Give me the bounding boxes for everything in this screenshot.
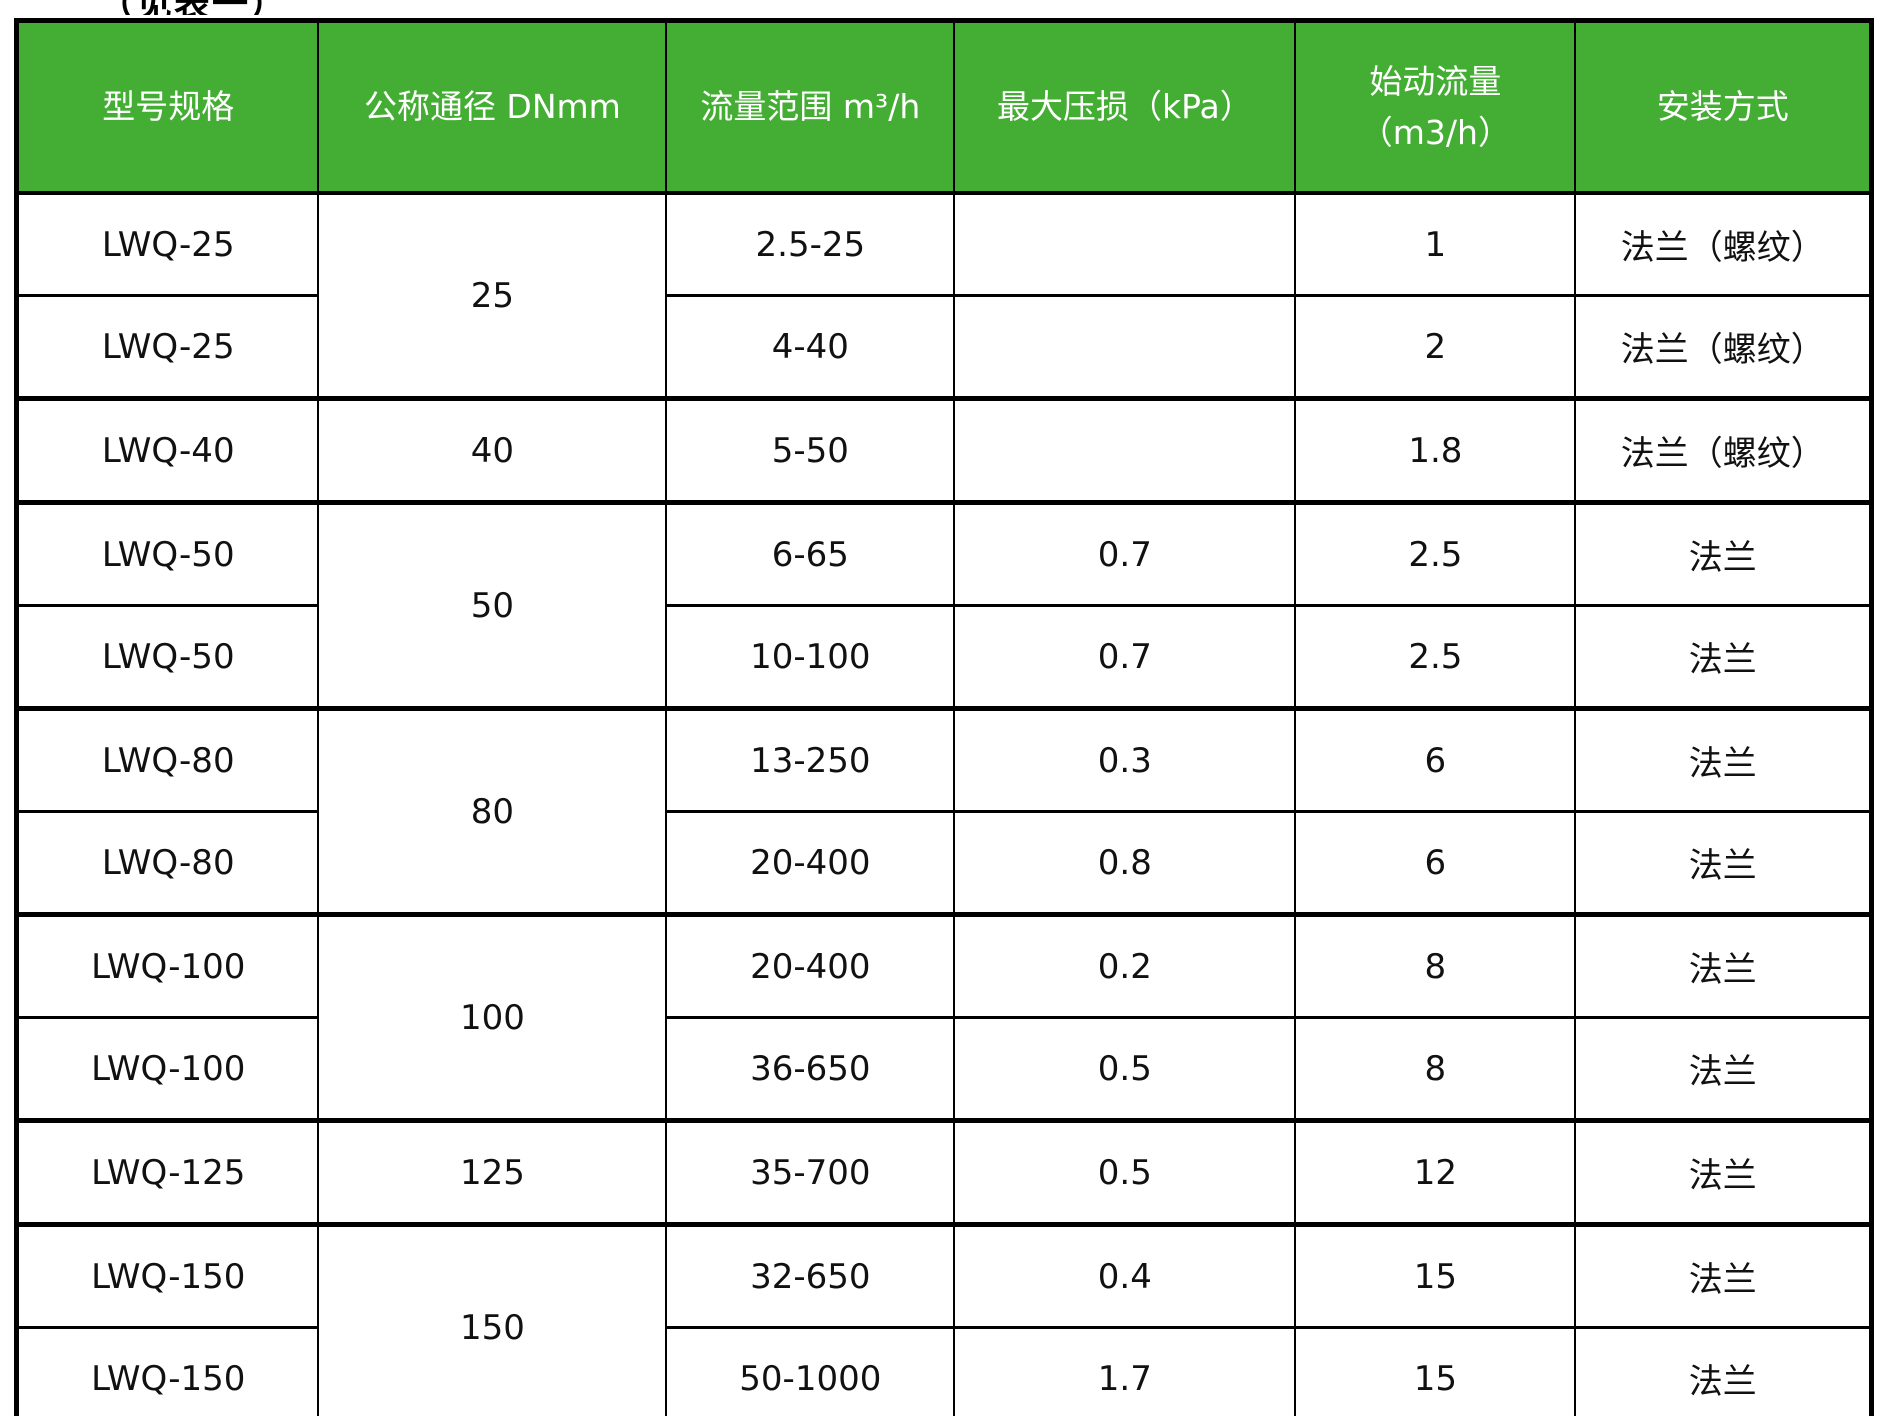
header-start-flow-line2: （m3/h） [1359, 113, 1511, 152]
cell-dn: 150 [317, 1222, 668, 1416]
cell-install: 法兰 [1574, 1016, 1873, 1122]
cell-install: 法兰 [1574, 1118, 1873, 1226]
cell-model: LWQ-100 [15, 1016, 320, 1122]
cell-start-flow: 8 [1294, 912, 1577, 1019]
cell-dn: 100 [317, 912, 668, 1122]
cell-dn: 50 [317, 500, 668, 710]
cell-install: 法兰 [1574, 912, 1873, 1019]
header-start-flow-line1: 始动流量 [1369, 61, 1502, 101]
cell-dn: 40 [317, 396, 668, 504]
table-row: LWQ-100 36-650 0.5 8 法兰 [15, 1016, 1873, 1122]
cell-pressure-loss [953, 294, 1297, 400]
table-row: LWQ-100 100 20-400 0.2 8 法兰 [15, 912, 1873, 1122]
cell-start-flow: 15 [1294, 1222, 1577, 1329]
cell-pressure-loss: 0.5 [953, 1016, 1297, 1122]
table-row: LWQ-50 50 6-65 0.7 2.5 法兰 [15, 500, 1873, 710]
cell-install: 法兰 [1574, 604, 1873, 710]
cell-install: 法兰 [1574, 810, 1873, 916]
cell-start-flow: 15 [1294, 1326, 1577, 1416]
table-row: LWQ-80 80 13-250 0.3 6 法兰 [15, 706, 1873, 916]
cell-model: LWQ-100 [15, 912, 320, 1019]
table-row: LWQ-25 4-40 2 法兰（螺纹） [15, 294, 1873, 400]
caption-above-table: （见表一） [98, 0, 578, 15]
cell-dn: 125 [317, 1118, 668, 1226]
table-row: LWQ-50 10-100 0.7 2.5 法兰 [15, 604, 1873, 710]
cell-install: 法兰（螺纹） [1574, 294, 1873, 400]
cell-dn: 80 [317, 706, 668, 916]
cell-pressure-loss: 0.7 [953, 500, 1297, 607]
cell-model: LWQ-150 [15, 1222, 320, 1329]
cell-flow-range: 36-650 [665, 1016, 956, 1122]
cell-pressure-loss: 0.7 [953, 604, 1297, 710]
cell-dn: 25 [317, 191, 668, 400]
cell-install: 法兰 [1574, 706, 1873, 813]
cell-model: LWQ-25 [15, 294, 320, 400]
cell-start-flow: 1 [1294, 191, 1577, 297]
cell-install: 法兰 [1574, 1326, 1873, 1416]
cell-start-flow: 6 [1294, 810, 1577, 916]
cell-model: LWQ-80 [15, 810, 320, 916]
table-row: LWQ-150 50-1000 1.7 15 法兰 [15, 1326, 1873, 1416]
cell-pressure-loss: 1.7 [953, 1326, 1297, 1416]
cell-flow-range: 10-100 [665, 604, 956, 710]
cell-flow-range: 35-700 [665, 1118, 956, 1226]
table-row: LWQ-80 20-400 0.8 6 法兰 [15, 810, 1873, 916]
cell-model: LWQ-50 [15, 500, 320, 607]
cell-pressure-loss: 0.5 [953, 1118, 1297, 1226]
header-dn: 公称通径 DNmm [317, 19, 668, 195]
cell-pressure-loss: 0.4 [953, 1222, 1297, 1329]
cell-flow-range: 5-50 [665, 396, 956, 504]
header-install: 安装方式 [1574, 19, 1873, 195]
cell-model: LWQ-125 [15, 1118, 320, 1226]
cell-model: LWQ-150 [15, 1326, 320, 1416]
cell-flow-range: 2.5-25 [665, 191, 956, 297]
cell-flow-range: 6-65 [665, 500, 956, 607]
cell-flow-range: 20-400 [665, 912, 956, 1019]
header-start-flow: 始动流量 （m3/h） [1294, 19, 1577, 195]
header-flow-range: 流量范围 m³/h [665, 19, 956, 195]
cell-start-flow: 2 [1294, 294, 1577, 400]
cell-install: 法兰（螺纹） [1574, 191, 1873, 297]
header-row: 型号规格 公称通径 DNmm 流量范围 m³/h 最大压损（kPa） 始动流量 … [15, 19, 1873, 195]
table-row: LWQ-25 25 2.5-25 1 法兰（螺纹） [15, 191, 1873, 400]
spec-table: 型号规格 公称通径 DNmm 流量范围 m³/h 最大压损（kPa） 始动流量 … [14, 18, 1874, 1416]
cell-start-flow: 2.5 [1294, 604, 1577, 710]
cell-pressure-loss: 0.3 [953, 706, 1297, 813]
cell-install: 法兰（螺纹） [1574, 396, 1873, 504]
cell-start-flow: 1.8 [1294, 396, 1577, 504]
cell-pressure-loss [953, 191, 1297, 297]
table-header: 型号规格 公称通径 DNmm 流量范围 m³/h 最大压损（kPa） 始动流量 … [15, 19, 1873, 195]
header-model: 型号规格 [15, 19, 320, 195]
cell-install: 法兰 [1574, 500, 1873, 607]
spec-table-container: 型号规格 公称通径 DNmm 流量范围 m³/h 最大压损（kPa） 始动流量 … [14, 18, 1874, 1416]
cell-model: LWQ-50 [15, 604, 320, 710]
table-body: LWQ-25 25 2.5-25 1 法兰（螺纹） LWQ-25 4-40 2 … [15, 191, 1873, 1416]
cell-start-flow: 8 [1294, 1016, 1577, 1122]
header-pressure-loss: 最大压损（kPa） [953, 19, 1297, 195]
cell-flow-range: 20-400 [665, 810, 956, 916]
cell-flow-range: 13-250 [665, 706, 956, 813]
cell-install: 法兰 [1574, 1222, 1873, 1329]
cell-pressure-loss: 0.2 [953, 912, 1297, 1019]
cell-model: LWQ-40 [15, 396, 320, 504]
table-row: LWQ-125 125 35-700 0.5 12 法兰 [15, 1118, 1873, 1226]
cell-start-flow: 2.5 [1294, 500, 1577, 607]
table-row: LWQ-150 150 32-650 0.4 15 法兰 [15, 1222, 1873, 1416]
caption-text: （见表一） [98, 0, 578, 15]
cell-model: LWQ-25 [15, 191, 320, 297]
cell-flow-range: 32-650 [665, 1222, 956, 1329]
cell-start-flow: 12 [1294, 1118, 1577, 1226]
cell-flow-range: 4-40 [665, 294, 956, 400]
table-row: LWQ-40 40 5-50 1.8 法兰（螺纹） [15, 396, 1873, 504]
cell-pressure-loss [953, 396, 1297, 504]
cell-pressure-loss: 0.8 [953, 810, 1297, 916]
cell-start-flow: 6 [1294, 706, 1577, 813]
cell-flow-range: 50-1000 [665, 1326, 956, 1416]
cell-model: LWQ-80 [15, 706, 320, 813]
